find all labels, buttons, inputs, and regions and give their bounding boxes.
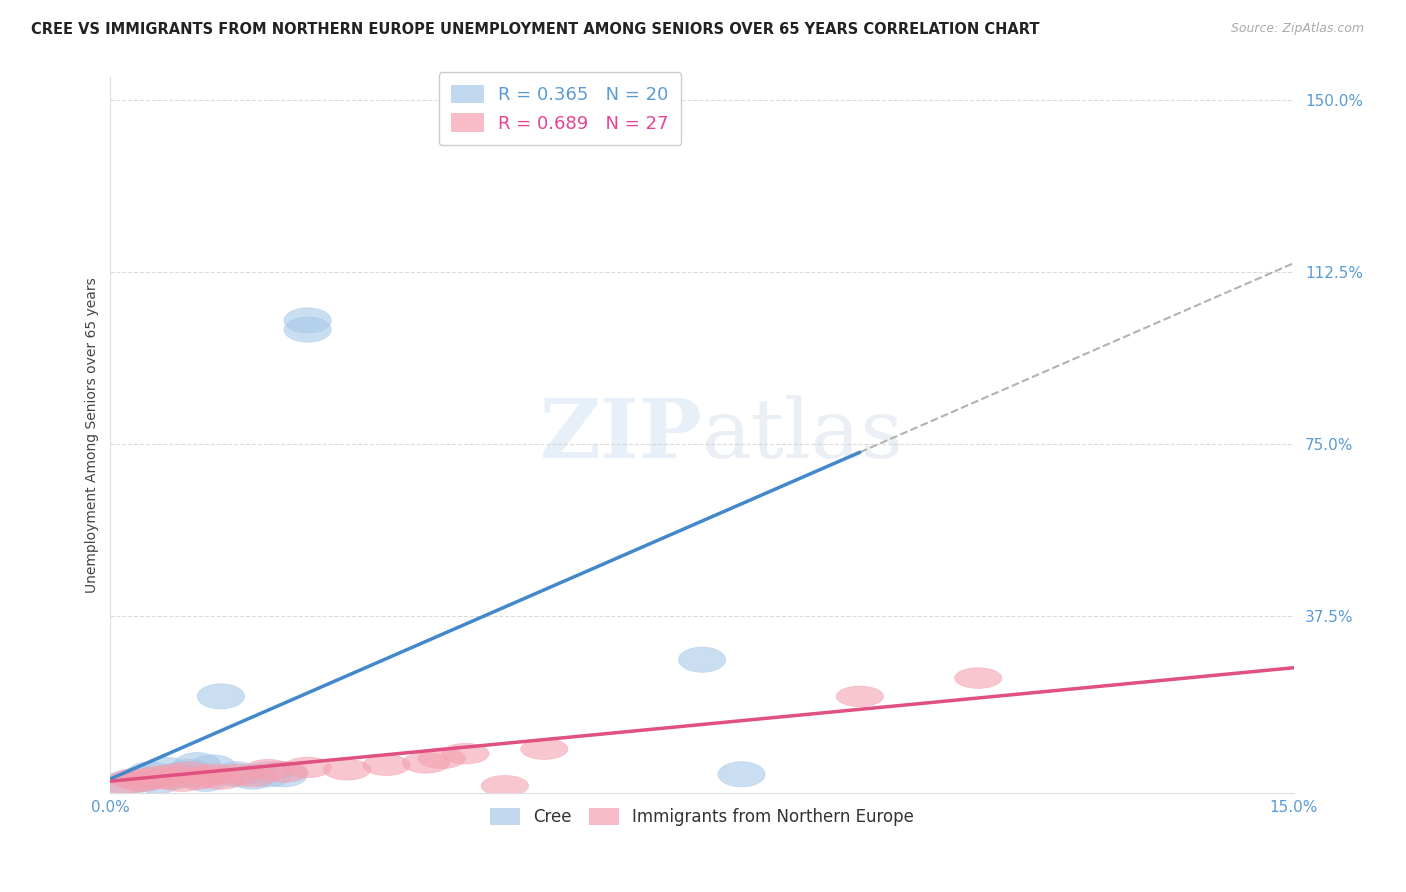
- Ellipse shape: [197, 769, 245, 789]
- Text: atlas: atlas: [702, 395, 904, 475]
- Ellipse shape: [245, 762, 292, 787]
- Ellipse shape: [181, 766, 229, 791]
- Ellipse shape: [142, 757, 190, 782]
- Text: Source: ZipAtlas.com: Source: ZipAtlas.com: [1230, 22, 1364, 36]
- Ellipse shape: [284, 308, 332, 333]
- Ellipse shape: [363, 755, 411, 775]
- Text: ZIP: ZIP: [540, 395, 702, 475]
- Ellipse shape: [679, 647, 725, 673]
- Ellipse shape: [481, 775, 529, 796]
- Ellipse shape: [245, 759, 292, 780]
- Ellipse shape: [181, 766, 229, 787]
- Ellipse shape: [127, 769, 173, 789]
- Ellipse shape: [212, 762, 260, 787]
- Ellipse shape: [150, 764, 197, 789]
- Ellipse shape: [173, 769, 221, 789]
- Ellipse shape: [190, 764, 236, 785]
- Ellipse shape: [718, 762, 765, 787]
- Ellipse shape: [284, 757, 332, 778]
- Ellipse shape: [166, 759, 212, 785]
- Ellipse shape: [103, 773, 150, 794]
- Y-axis label: Unemployment Among Seniors over 65 years: Unemployment Among Seniors over 65 years: [86, 277, 100, 593]
- Ellipse shape: [402, 753, 450, 773]
- Ellipse shape: [173, 753, 221, 778]
- Ellipse shape: [323, 759, 371, 780]
- Ellipse shape: [118, 766, 166, 791]
- Ellipse shape: [134, 766, 181, 787]
- Ellipse shape: [229, 764, 276, 789]
- Ellipse shape: [127, 762, 173, 787]
- Ellipse shape: [157, 771, 205, 791]
- Ellipse shape: [520, 739, 568, 759]
- Ellipse shape: [150, 764, 197, 785]
- Ellipse shape: [260, 762, 308, 787]
- Ellipse shape: [212, 764, 260, 785]
- Ellipse shape: [837, 686, 883, 706]
- Legend: Cree, Immigrants from Northern Europe: Cree, Immigrants from Northern Europe: [482, 799, 922, 834]
- Text: CREE VS IMMIGRANTS FROM NORTHERN EUROPE UNEMPLOYMENT AMONG SENIORS OVER 65 YEARS: CREE VS IMMIGRANTS FROM NORTHERN EUROPE …: [31, 22, 1039, 37]
- Ellipse shape: [166, 762, 212, 782]
- Ellipse shape: [229, 766, 276, 787]
- Ellipse shape: [157, 762, 205, 787]
- Ellipse shape: [197, 684, 245, 709]
- Ellipse shape: [441, 743, 489, 764]
- Ellipse shape: [284, 317, 332, 343]
- Ellipse shape: [418, 748, 465, 769]
- Ellipse shape: [118, 771, 166, 791]
- Ellipse shape: [103, 771, 150, 796]
- Ellipse shape: [134, 769, 181, 794]
- Ellipse shape: [260, 762, 308, 782]
- Ellipse shape: [111, 769, 157, 789]
- Ellipse shape: [955, 668, 1002, 689]
- Ellipse shape: [190, 755, 236, 780]
- Ellipse shape: [142, 769, 190, 789]
